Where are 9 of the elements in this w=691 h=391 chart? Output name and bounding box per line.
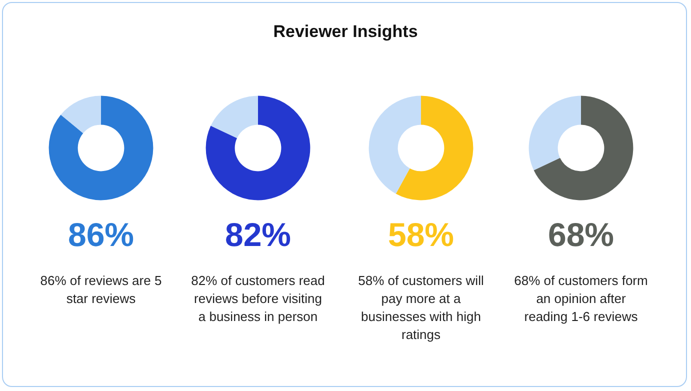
data-label: 58% [386,216,456,254]
text: 86% of reviews are 5 star reviews [39,272,163,308]
data-label: 86% [66,216,136,254]
data-label: 82% [224,216,292,254]
text: 68% of customers form an opinion after reading 1-6 reviews [513,272,649,326]
text: 82% of customers read reviews before visiting a business in person [190,272,326,326]
text: Reviewer Insights [272,22,419,42]
data-label: 68% [546,216,616,254]
text: 58% of customers will pay more at a businesses with high ratings [357,272,485,344]
